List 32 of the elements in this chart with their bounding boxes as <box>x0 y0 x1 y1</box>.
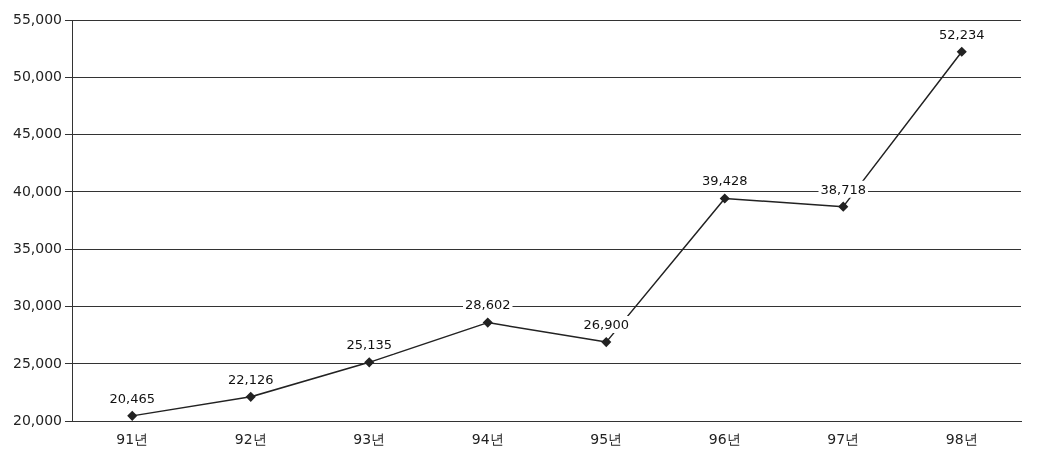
point <box>127 411 137 421</box>
y-tick-label: 30,000 <box>12 297 62 314</box>
y-tick-label: 20,000 <box>12 411 62 428</box>
x-tick-label: 91년 <box>116 431 149 448</box>
point <box>601 337 611 347</box>
data-label: 39,428 <box>702 173 748 189</box>
x-tick-label: 97년 <box>827 431 860 448</box>
y-tick-label: 45,000 <box>12 125 62 142</box>
point <box>245 392 256 402</box>
data-label: 28,602 <box>464 297 511 313</box>
x-tick-label: 98년 <box>945 431 978 448</box>
data-label: 22,126 <box>227 371 274 387</box>
data-label: 25,135 <box>346 337 392 353</box>
point <box>364 357 374 368</box>
data-label: 26,900 <box>583 316 629 332</box>
y-tick-label: 35,000 <box>12 239 62 256</box>
point <box>838 201 848 212</box>
x-tick-label: 93년 <box>353 431 386 448</box>
data-label: 20,465 <box>109 390 155 406</box>
data-label: 52,234 <box>939 26 985 42</box>
x-tick-label: 92년 <box>234 431 267 448</box>
y-tick-label: 40,000 <box>12 182 62 199</box>
y-tick-label: 25,000 <box>12 354 62 371</box>
x-tick-label: 94년 <box>471 431 504 448</box>
x-tick-label: 96년 <box>708 431 741 448</box>
point <box>482 317 493 328</box>
data-label: 38,718 <box>820 181 866 197</box>
point <box>957 46 967 57</box>
x-tick-label: 95년 <box>590 431 623 448</box>
point <box>720 193 730 204</box>
y-tick-label: 50,000 <box>12 67 62 84</box>
y-tick-label: 55,000 <box>12 10 62 27</box>
